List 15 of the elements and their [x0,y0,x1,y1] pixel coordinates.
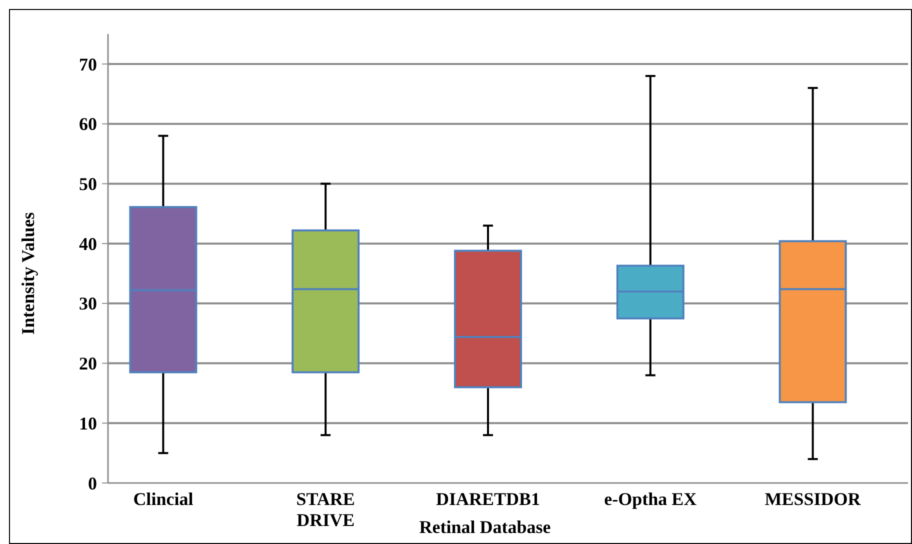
y-tick-label: 0 [88,473,97,494]
x-tick-label: STARE DRIVE [296,489,355,530]
y-tick-label: 10 [79,413,97,434]
y-axis-title: Intensity Values [18,212,38,335]
y-tick-label: 40 [79,234,97,254]
y-tick-label: 70 [79,54,97,74]
y-tick-label: 20 [79,354,97,374]
y-tick-label: 30 [79,294,97,314]
x-tick-label: MESSIDOR [764,489,862,509]
x-tick-label: DIARETDB1 [436,489,540,509]
x-axis-title: Retinal Database [419,517,551,537]
x-tick-label: Clincial [133,489,194,509]
x-tick-label: e-Optha EX [604,489,697,509]
y-tick-label: 60 [79,114,97,134]
y-tick-label: 50 [79,174,97,194]
